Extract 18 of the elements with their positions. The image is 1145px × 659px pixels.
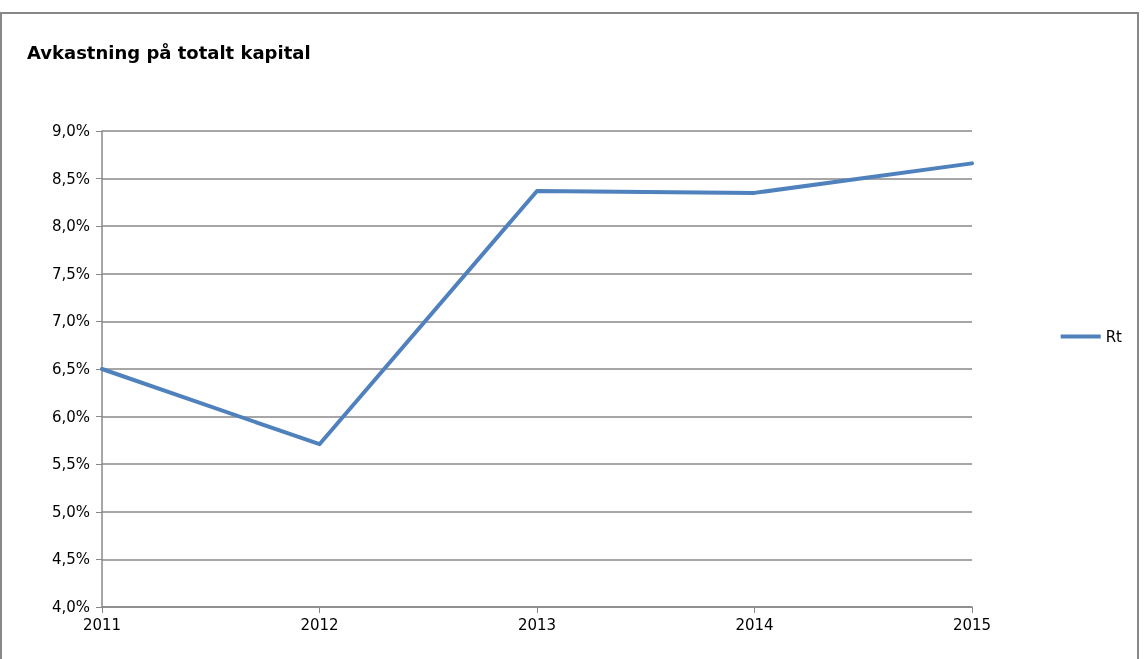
y-tick-label: 7,0% <box>51 312 90 331</box>
y-tick-label: 9,0% <box>51 122 90 140</box>
y-tick-label: 6,5% <box>51 360 90 378</box>
y-tick-label: 7,5% <box>51 264 90 283</box>
y-tick-label: 5,5% <box>51 455 90 474</box>
y-tick-label: 4,5% <box>51 550 90 569</box>
y-tick-label: 4,0% <box>51 598 90 616</box>
y-tick-label: 6,0% <box>51 407 90 426</box>
x-tick-label: 2013 <box>517 615 557 634</box>
chart-title: Avkastning på totalt kapital <box>27 41 311 63</box>
x-tick-label: 2014 <box>735 615 774 634</box>
x-tick-label: 2012 <box>300 615 339 634</box>
x-tick-label: 2011 <box>82 615 122 634</box>
x-tick-label: 2015 <box>952 615 992 634</box>
legend-label: Rt <box>1105 327 1123 346</box>
y-tick-label: 8,0% <box>51 217 90 236</box>
y-tick-label: 5,0% <box>51 502 90 521</box>
y-tick-label: 8,5% <box>51 169 90 188</box>
